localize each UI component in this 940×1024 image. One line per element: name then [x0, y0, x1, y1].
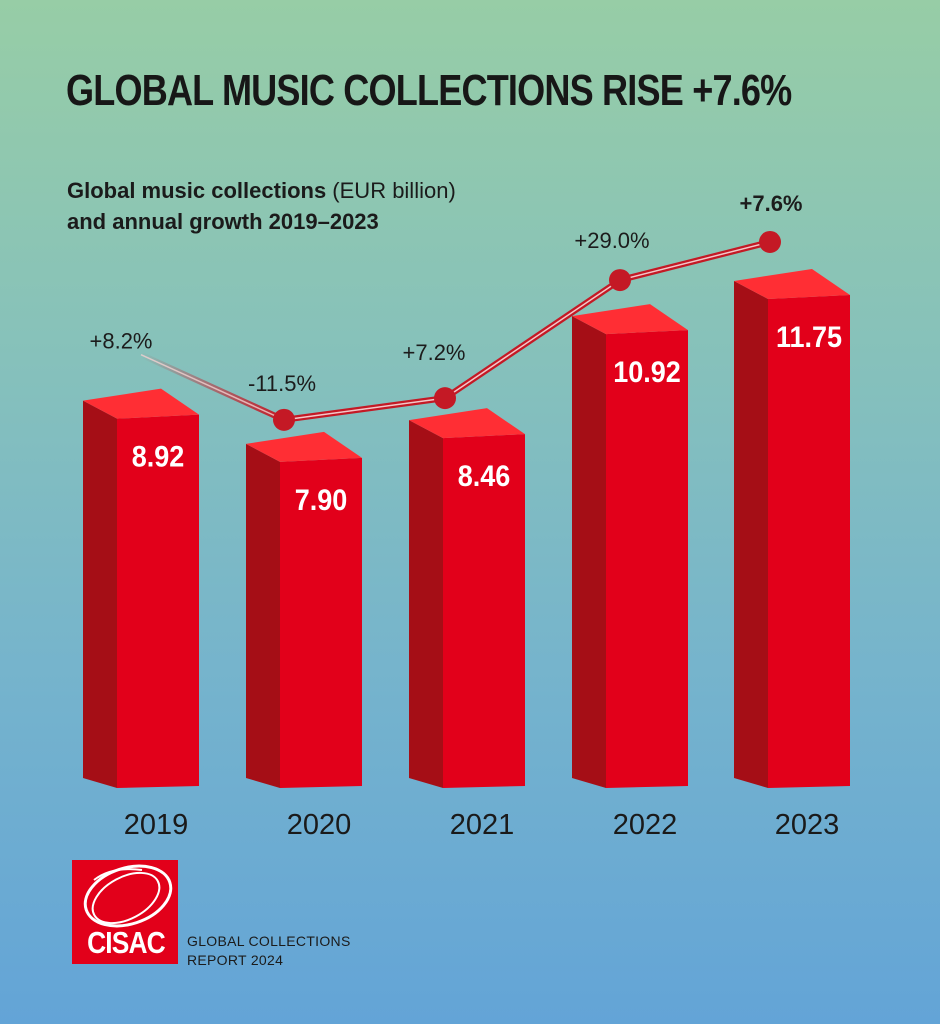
growth-line-highlight: [140, 354, 285, 421]
chart-title: GLOBAL MUSIC COLLECTIONS RISE +7.6%: [66, 66, 792, 115]
bar-top: [83, 388, 199, 419]
bar-2019: [83, 388, 199, 788]
bar-2020: [246, 431, 362, 788]
x-tick-label: 2021: [450, 809, 515, 841]
bar-top: [246, 431, 362, 462]
logo-text: CISAC: [87, 925, 166, 960]
labels-group: 8.92 2019 7.90 2020 8.46 2021 10.92 2022 11.75 20…: [90, 191, 843, 841]
growth-point: [273, 408, 295, 431]
bar-2021: [409, 408, 525, 788]
x-tick-label: 2019: [124, 809, 189, 841]
bar-front: [280, 457, 362, 788]
bars-group: [83, 268, 850, 788]
report-line-1: GLOBAL COLLECTIONS: [187, 933, 351, 949]
bar-side: [572, 316, 606, 788]
bar-value-label: 11.75: [776, 321, 842, 355]
growth-point: [609, 269, 631, 292]
bar-value-label: 8.46: [458, 460, 511, 494]
growth-label: +7.6%: [740, 191, 803, 216]
x-tick-label: 2022: [613, 809, 678, 841]
report-label: GLOBAL COLLECTIONS REPORT 2024: [187, 932, 351, 970]
growth-label: +29.0%: [574, 228, 649, 253]
x-tick-label: 2020: [287, 809, 352, 841]
bar-front: [768, 294, 850, 788]
bar-side: [83, 400, 117, 788]
bar-value-label: 10.92: [613, 356, 681, 390]
growth-label: +8.2%: [90, 329, 153, 354]
bar-top: [572, 304, 688, 335]
bar-side: [246, 443, 280, 788]
bar-2022: [572, 304, 688, 788]
bar-front: [117, 414, 199, 788]
cisac-logo: CISAC: [72, 860, 178, 964]
growth-line-group: [139, 230, 781, 431]
growth-label: -11.5%: [248, 371, 316, 396]
subtitle-unit: (EUR billion): [326, 178, 456, 203]
growth-point: [434, 387, 456, 410]
bar-front: [443, 434, 525, 788]
bar-top: [734, 268, 850, 299]
subtitle-line2: and annual growth 2019–2023: [67, 209, 379, 234]
bar-value-label: 7.90: [295, 484, 348, 518]
bar-side: [409, 420, 443, 788]
growth-line: [283, 239, 771, 423]
growth-line-highlight: [283, 241, 771, 421]
x-tick-label: 2023: [775, 809, 840, 841]
bar-top: [409, 408, 525, 439]
bar-value-label: 8.92: [132, 440, 185, 474]
report-line-2: REPORT 2024: [187, 952, 284, 968]
logo-swirl-icon: [83, 864, 173, 928]
subtitle-bold: Global music collections: [67, 178, 327, 203]
bar-front: [606, 330, 688, 788]
bar-side: [734, 280, 768, 788]
growth-point: [759, 230, 781, 253]
chart-subtitle: Global music collections (EUR billion) a…: [67, 175, 456, 237]
bar-2023: [734, 268, 850, 788]
growth-label: +7.2%: [403, 340, 466, 365]
